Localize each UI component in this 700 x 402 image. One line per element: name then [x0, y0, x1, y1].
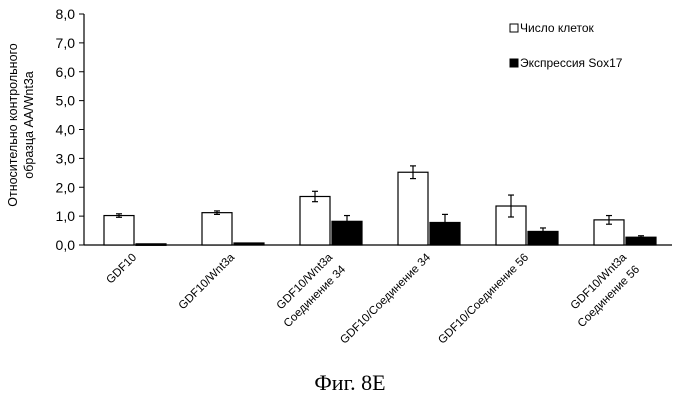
bar-sox17-expression [136, 244, 166, 246]
bar-cell-count [300, 196, 330, 245]
bar-cell-count [398, 172, 428, 245]
y-tick-label: 5,0 [56, 93, 76, 109]
y-tick-label: 1,0 [56, 208, 76, 224]
axes [84, 14, 672, 245]
category-labels: GDF10GDF10/Wnt3aGDF10/Wnt3aСоединение 34… [104, 251, 642, 346]
legend: Число клеток Экспрессия Sox17 [510, 21, 623, 70]
category-label: GDF10 [104, 252, 139, 287]
y-tick-label: 2,0 [56, 179, 76, 195]
legend-swatch [510, 24, 518, 32]
y-tick-labels: 0,0 1,0 2,0 3,0 4,0 5,0 6,0 7,0 8,0 [56, 6, 84, 253]
legend-swatch [510, 59, 518, 67]
y-axis-label-line: образца AA/Wnt3a [22, 71, 36, 179]
category-label: GDF10/Соединение 34 [338, 251, 433, 346]
y-axis-label-line: Относительно контрольного [6, 43, 20, 207]
y-tick-label: 8,0 [56, 6, 76, 22]
category-label: GDF10/Соединение 56 [436, 252, 531, 347]
bar-cell-count [202, 213, 232, 245]
y-tick-label: 6,0 [56, 64, 76, 80]
y-tick-label: 3,0 [56, 150, 76, 166]
bars [104, 166, 656, 245]
category-label: GDF10/Wnt3a [177, 251, 238, 312]
y-tick-label: 0,0 [56, 237, 76, 253]
legend-label: Экспрессия Sox17 [520, 56, 623, 70]
legend-label: Число клеток [520, 21, 595, 35]
y-tick-label: 7,0 [56, 35, 76, 51]
figure-caption: Фиг. 8E [314, 370, 385, 395]
bar-cell-count [104, 216, 134, 245]
y-axis-label: Относительно контрольногообразца AA/Wnt3… [6, 43, 36, 207]
bar-sox17-expression [234, 243, 264, 245]
y-tick-label: 4,0 [56, 122, 76, 138]
